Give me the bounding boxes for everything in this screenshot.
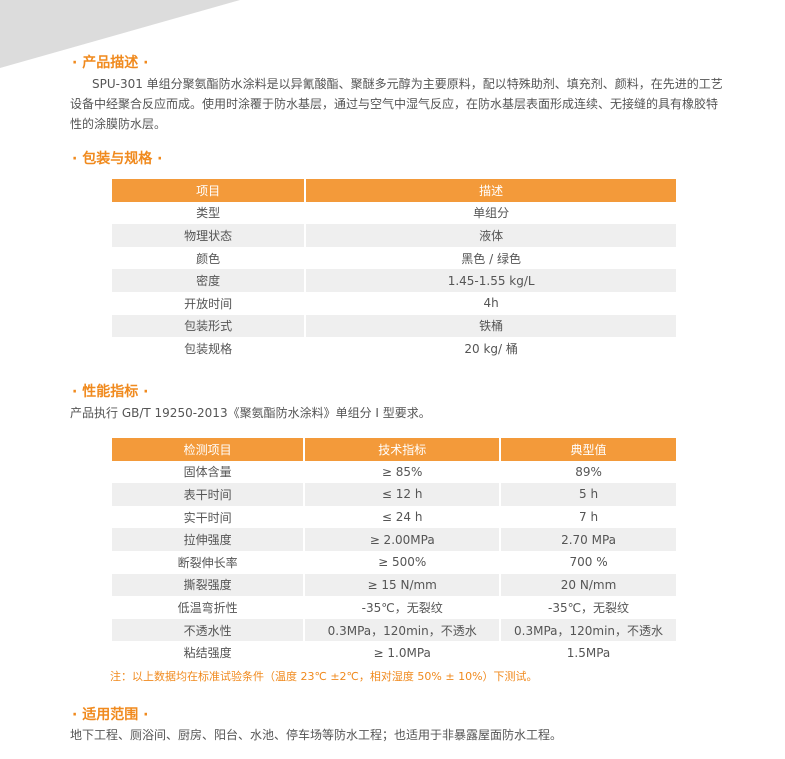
table-row: 断裂伸长率 ≥ 500% 700 %: [112, 550, 676, 574]
table-cell: 粘结强度: [183, 646, 232, 661]
table-row: 撕裂强度 ≥ 15 N/mm 20 N/mm: [112, 573, 676, 597]
table-cell: 实干时间: [183, 510, 232, 525]
heading: · 包装与规格 ·: [72, 151, 163, 167]
table-row: 不透水性 0.3MPa，120min，不透水 0.3MPa，120min，不透水: [112, 618, 676, 642]
table-cell: 1.45-1.55 kg/L: [304, 269, 676, 292]
heading: · 适用范围 ·: [72, 707, 149, 723]
table-cell: 2.70 MPa: [499, 528, 676, 551]
heading: · 性能指标 ·: [72, 384, 149, 400]
table-row: 拉伸强度 ≥ 2.00MPa 2.70 MPa: [112, 528, 676, 551]
table-cell: 开放时间: [184, 296, 233, 311]
header-row: 检测项目 技术指标 典型值: [112, 438, 676, 461]
table-row: 包装规格 20 kg/ 桶: [112, 337, 676, 360]
table-cell: 20 N/mm: [499, 573, 676, 597]
table-row: 粘结强度 ≥ 1.0MPa 1.5MPa: [112, 641, 676, 664]
table-cell: ≤ 24 h: [303, 505, 501, 529]
table-cell: -35℃，无裂纹: [303, 596, 501, 619]
header-cell: 检测项目: [112, 438, 305, 461]
table-cell: 0.3MPa，120min，不透水: [499, 618, 676, 642]
table-cell: 表干时间: [112, 483, 305, 506]
table-cell: 拉伸强度: [112, 528, 305, 551]
table-cell: 700 %: [499, 550, 676, 574]
table-cell: ≥ 15 N/mm: [303, 573, 501, 597]
table-cell: ≥ 500%: [303, 550, 501, 574]
table-row: 开放时间 4h: [112, 291, 676, 315]
table-cell: 单组分: [304, 201, 676, 225]
table-cell: 5 h: [499, 483, 676, 506]
table-row: 密度 1.45-1.55 kg/L: [112, 269, 676, 292]
table-cell: 89%: [499, 460, 676, 484]
paragraph: 产品执行 GB/T 19250-2013《聚氨酯防水涂料》单组分 Ⅰ 型要求。: [70, 406, 431, 420]
table-row: 颜色 黑色 / 绿色: [112, 246, 676, 270]
table-cell: 4h: [304, 291, 676, 315]
table-cell: ≥ 85%: [303, 460, 501, 484]
table-row: 固体含量 ≥ 85% 89%: [112, 460, 676, 484]
header-cell: 项目: [112, 179, 306, 202]
table-row: 类型 单组分: [112, 201, 676, 225]
table-row: 包装形式 铁桶: [112, 314, 676, 338]
table-cell: ≥ 2.00MPa: [303, 528, 501, 551]
table-cell: 固体含量: [183, 465, 232, 480]
paragraph: SPU-301 单组分聚氨酯防水涂料是以异氰酸酯、聚醚多元醇为主要原料，配以特殊…: [70, 77, 723, 131]
header-cell: 典型值: [499, 438, 676, 461]
table-cell: 7 h: [499, 505, 676, 529]
corner-decoration: [0, 0, 240, 68]
table-cell: 0.3MPa，120min，不透水: [303, 618, 501, 642]
table-cell: 物理状态: [112, 224, 306, 247]
table-cell: ≥ 1.0MPa: [303, 641, 501, 664]
table-cell: 铁桶: [304, 314, 676, 338]
table-cell: 低温弯折性: [177, 600, 238, 615]
table-cell: 1.5MPa: [499, 641, 676, 664]
table-cell: 密度: [112, 269, 306, 292]
note: 注：以上数据均在标准试验条件（温度 23℃ ±2℃，相对湿度 50% ± 10%…: [110, 670, 538, 683]
table-cell: 不透水性: [112, 618, 305, 642]
heading: · 产品描述 ·: [72, 55, 149, 71]
table-cell: 包装形式: [112, 314, 306, 338]
table-cell: -35℃，无裂纹: [499, 596, 676, 619]
table-row: 物理状态 液体: [112, 224, 676, 247]
table-cell: 类型: [196, 206, 221, 221]
table-cell: 颜色: [196, 251, 221, 266]
table-cell: ≤ 12 h: [303, 483, 501, 506]
header-cell: 描述: [304, 179, 676, 202]
table-cell: 液体: [304, 224, 676, 247]
header-row: 项目 描述: [112, 179, 676, 202]
table-cell: 包装规格: [184, 341, 233, 356]
paragraph: 地下工程、厕浴间、厨房、阳台、水池、停车场等防水工程；也适用于非暴露屋面防水工程…: [70, 728, 563, 742]
table-cell: 撕裂强度: [112, 573, 305, 597]
table-row: 低温弯折性 -35℃，无裂纹 -35℃，无裂纹: [112, 596, 676, 619]
table-cell: 20 kg/ 桶: [304, 337, 676, 360]
table-cell: 断裂伸长率: [177, 555, 238, 570]
spec-table: 项目 描述类型 单组分 物理状态 液体颜色 黑色 / 绿色 密度 1.45-1.55 kg/L…: [112, 179, 676, 360]
header-cell: 技术指标: [303, 438, 501, 461]
table-cell: 黑色 / 绿色: [304, 246, 676, 270]
